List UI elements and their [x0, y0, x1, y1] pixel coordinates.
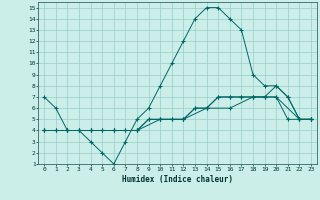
X-axis label: Humidex (Indice chaleur): Humidex (Indice chaleur)	[122, 175, 233, 184]
